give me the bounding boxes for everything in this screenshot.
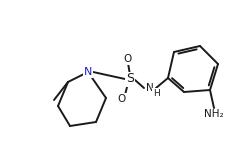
- Text: H: H: [152, 89, 160, 97]
- Text: NH₂: NH₂: [204, 109, 224, 119]
- Text: O: O: [124, 54, 132, 64]
- Text: N: N: [146, 83, 154, 93]
- Text: O: O: [118, 94, 126, 104]
- Text: N: N: [84, 67, 92, 77]
- Text: S: S: [126, 73, 134, 86]
